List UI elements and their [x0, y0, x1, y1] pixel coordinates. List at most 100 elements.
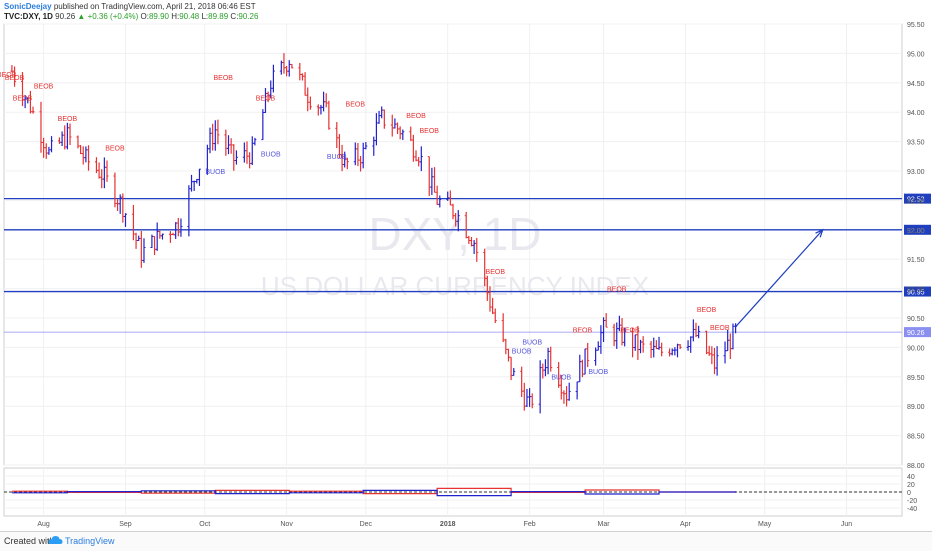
price-series: [10, 53, 738, 414]
beob-label: BEOB: [607, 287, 627, 294]
osc-series-line: [11, 487, 737, 495]
horizontal-levels: 92.53 92.00 90.95 90.26: [4, 193, 931, 338]
projection-arrow[interactable]: [735, 228, 824, 328]
buob-label: BUOB: [512, 348, 532, 355]
buob-label: BUOB: [327, 154, 347, 161]
x-tick-label: Apr: [680, 521, 692, 528]
created-with-label: Created with: [4, 536, 55, 546]
y-tick-label: 91.50: [907, 257, 925, 264]
osc-tick-label: 20: [907, 482, 915, 489]
y-tick-label: 88.50: [907, 434, 925, 441]
level-price-label: 92.00: [907, 228, 925, 235]
beob-label: BEOB: [420, 128, 440, 135]
osc-tick-label: 40: [907, 474, 915, 481]
x-tick-label: Oct: [199, 521, 210, 528]
x-tick-label: Feb: [524, 521, 536, 528]
buob-label: BUOB: [205, 169, 225, 176]
watermark-symbol: DXY, 1D: [368, 208, 541, 260]
x-tick-label: Sep: [119, 521, 132, 528]
level-price-label: 92.53: [907, 197, 925, 204]
low-label: L:: [201, 12, 209, 21]
y-tick-label: 90.00: [907, 345, 925, 352]
y-tick-label: 91.00: [907, 287, 925, 294]
footer-bar: Created with TradingView: [0, 531, 932, 551]
low-value: 89.89: [208, 12, 229, 21]
chart-watermark: DXY, 1D US DOLLAR CURRENCY INDEX: [261, 208, 649, 301]
buob-label: BUOB: [588, 369, 608, 376]
open-label: O:: [140, 12, 149, 21]
y-tick-label: 93.00: [907, 169, 925, 176]
tradingview-cloud-icon[interactable]: [48, 534, 63, 547]
buob-label: BUOB: [522, 339, 542, 346]
y-tick-label: 89.50: [907, 375, 925, 382]
beob-label: BEOB: [406, 113, 426, 120]
y-tick-label: 92.50: [907, 198, 925, 205]
beob-label: BEOB: [13, 95, 33, 102]
chart-grid: [3, 23, 903, 517]
beob-label: BEOB: [58, 116, 78, 123]
symbol-label: TVC:DXY, 1D: [4, 12, 53, 21]
beob-label: BEOB: [213, 75, 233, 82]
price-change: +0.36 (+0.4%): [87, 12, 139, 21]
pattern-annotations: BEOBBEOBBEOBBEOBBEOBBEOBBEOBBEOBBEOBBEOB…: [0, 72, 730, 382]
beob-label: BEOB: [710, 325, 730, 332]
y-tick-label: 89.00: [907, 404, 925, 411]
level-price-tag: [904, 224, 931, 235]
publish-info: published on TradingView.com, April 21, …: [53, 2, 256, 11]
close-label: C:: [230, 12, 239, 21]
chart-header: SonicDeejay published on TradingView.com…: [4, 2, 258, 22]
y-tick-label: 88.00: [907, 463, 925, 470]
last-price: 90.26: [55, 12, 76, 21]
x-tick-label: Nov: [280, 521, 293, 528]
beob-label: BEOB: [620, 328, 640, 335]
x-tick-label: 2018: [440, 521, 456, 528]
x-tick-label: Jun: [841, 521, 852, 528]
osc-tick-label: -40: [907, 506, 917, 513]
y-tick-label: 95.50: [907, 22, 925, 29]
y-tick-label: 95.00: [907, 51, 925, 58]
high-label: H:: [171, 12, 180, 21]
x-tick-label: Aug: [37, 521, 50, 528]
publish-line: SonicDeejay published on TradingView.com…: [4, 2, 258, 12]
projection-arrow-head[interactable]: [815, 228, 824, 238]
high-value: 90.48: [179, 12, 200, 21]
x-tick-label: Dec: [360, 521, 373, 528]
change-arrow-icon: ▲: [77, 12, 86, 21]
beob-label: BEOB: [5, 75, 25, 82]
beob-label: BEOB: [34, 84, 54, 91]
y-tick-label: 94.00: [907, 110, 925, 117]
level-price-label: 90.26: [907, 330, 925, 337]
buob-label: BUOB: [261, 151, 281, 158]
close-value: 90.26: [238, 12, 259, 21]
price-chart[interactable]: DXY, 1D US DOLLAR CURRENCY INDEX 92.5392…: [0, 0, 932, 531]
y-tick-label: 92.00: [907, 228, 925, 235]
author-link[interactable]: SonicDeejay: [4, 2, 52, 11]
level-price-tag: [904, 286, 931, 297]
osc-tick-label: -20: [907, 498, 917, 505]
open-value: 89.90: [148, 12, 169, 21]
x-tick-label: Mar: [598, 521, 611, 528]
watermark-name: US DOLLAR CURRENCY INDEX: [261, 271, 649, 301]
level-price-label: 90.95: [907, 290, 925, 297]
beob-label: BEOB: [346, 101, 366, 108]
price-axis[interactable]: 95.50 95.00 94.50 94.00 93.50 93.00 92.50 92.00…: [907, 22, 925, 470]
beob-label: BEOB: [105, 145, 125, 152]
beob-label: BEOB: [0, 72, 17, 79]
projection-arrow-line[interactable]: [735, 229, 824, 328]
beob-label: BEOB: [573, 328, 593, 335]
x-tick-label: May: [758, 521, 772, 528]
beob-label: BEOB: [697, 307, 717, 314]
y-tick-label: 94.50: [907, 81, 925, 88]
level-price-tag: [904, 327, 931, 338]
beob-label: BEOB: [486, 269, 506, 276]
osc-tick-label: 0: [907, 490, 911, 497]
beob-label: BEOB: [256, 95, 276, 102]
level-price-tag: [904, 193, 931, 204]
tradingview-link[interactable]: TradingView: [65, 536, 115, 546]
osc-series-line: [11, 489, 737, 497]
y-tick-label: 93.50: [907, 140, 925, 147]
y-tick-label: 90.50: [907, 316, 925, 323]
time-axis[interactable]: Aug Sep Oct Nov Dec 2018 Feb Mar Apr May Jun: [37, 521, 852, 528]
buob-label: BUOB: [551, 375, 571, 382]
